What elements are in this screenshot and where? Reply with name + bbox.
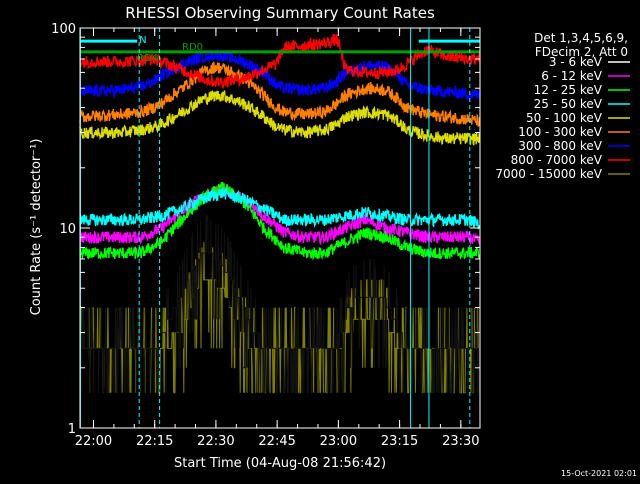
x-axis-label: Start Time (04-Aug-08 21:56:42) [174,456,386,471]
x-tick-label-2: 22:30 [197,434,234,449]
legend-label-4: 50 - 100 keV [526,111,603,125]
legend-header-0: Det 1,3,4,5,6,9, [534,31,628,45]
flag-label-1: RD0 [182,42,203,53]
x-tick-label-4: 23:00 [320,434,357,449]
series-line-3 [79,185,481,230]
legend-label-1: 6 - 12 keV [541,69,603,83]
y-tick-label-1: 10 [59,222,76,237]
legend-label-0: 3 - 6 keV [549,55,603,69]
series-line-0 [80,215,481,394]
chart-title: RHESSI Observing Summary Count Rates [125,4,435,22]
x-tick-label-5: 23:15 [381,434,418,449]
x-tick-label-3: 22:45 [258,434,295,449]
flag-label-2: RD4 [137,53,158,64]
x-tick-label-6: 23:30 [442,434,479,449]
x-tick-label-0: 22:00 [75,434,112,449]
x-tick-label-1: 22:15 [136,434,173,449]
y-tick-label-2: 100 [51,22,76,37]
legend-label-5: 100 - 300 keV [518,125,602,139]
y-axis-label: Count Rate (s⁻¹ detector⁻¹) [29,139,44,316]
legend-label-8: 7000 - 15000 keV [495,167,602,181]
legend-label-7: 800 - 7000 keV [511,153,603,167]
legend-header-1: FDecim 2, Att 0 [535,45,628,59]
footer-timestamp: 15-Oct-2021 02:01 [561,469,637,478]
series-line-1 [79,185,481,246]
flag-label-0: N [139,35,146,46]
series-line-4 [79,89,481,146]
y-tick-label-0: 1 [68,422,76,437]
series-line-7 [79,33,481,90]
series-line-5 [79,61,481,127]
legend-label-6: 300 - 800 keV [518,139,602,153]
legend-label-3: 25 - 50 keV [534,97,603,111]
series-line-2 [79,181,481,261]
legend-label-2: 12 - 25 keV [534,83,603,97]
series-line-6 [79,47,481,101]
